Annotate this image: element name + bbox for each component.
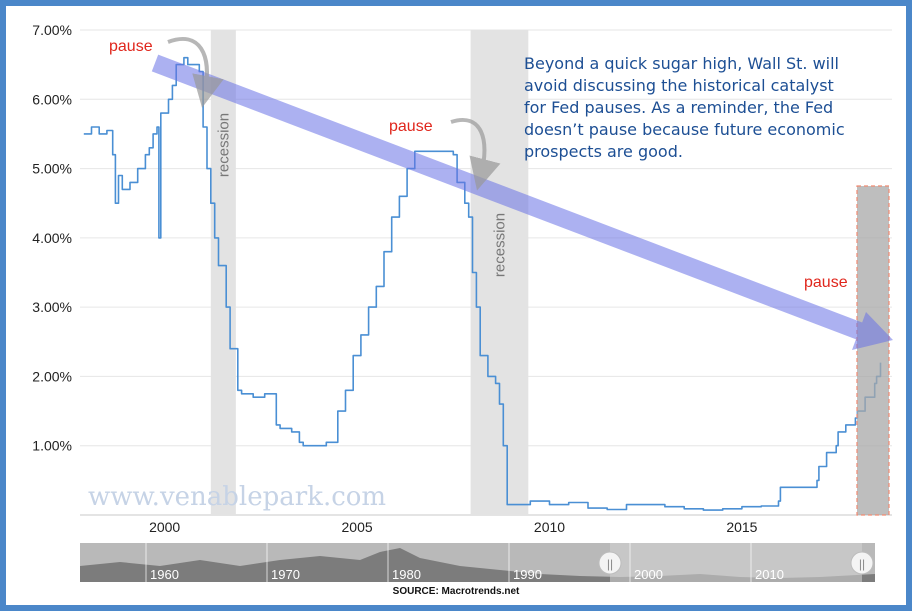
y-tick-label: 6.00% bbox=[32, 91, 72, 107]
current-pause-box bbox=[856, 185, 890, 516]
handle-grip-icon: || bbox=[607, 557, 613, 571]
y-axis-ticks: 1.00% 2.00% 3.00% 4.00% 5.00% 6.00% 7.00% bbox=[32, 22, 72, 454]
source-label: SOURCE: Macrotrends.net bbox=[393, 586, 520, 597]
annotation-line: for Fed pauses. As a reminder, the Fed bbox=[524, 98, 833, 117]
pause-label-2000: pause bbox=[109, 38, 153, 55]
x-tick-label: 2015 bbox=[726, 519, 757, 535]
gray-curved-arrow-1 bbox=[167, 37, 224, 108]
y-tick-label: 4.00% bbox=[32, 230, 72, 246]
annotation-line: Beyond a quick sugar high, Wall St. will bbox=[524, 54, 839, 73]
x-tick-label: 2005 bbox=[342, 519, 373, 535]
recession-label: recession bbox=[491, 213, 508, 277]
navigator-label: 1980 bbox=[392, 567, 421, 582]
range-navigator[interactable]: 1960 1970 1980 1990 2000 2010 || || bbox=[80, 543, 875, 582]
x-tick-label: 2010 bbox=[534, 519, 565, 535]
y-tick-label: 5.00% bbox=[32, 161, 72, 177]
navigator-label: 2010 bbox=[755, 567, 784, 582]
watermark: www.venablepark.com bbox=[88, 482, 386, 512]
pause-label-2019: pause bbox=[804, 274, 848, 291]
navigator-label: 1960 bbox=[150, 567, 179, 582]
navigator-label: 1990 bbox=[513, 567, 542, 582]
navigator-handle-left[interactable]: || bbox=[598, 551, 622, 575]
navigator-selection[interactable] bbox=[610, 543, 862, 582]
navigator-label: 2000 bbox=[634, 567, 663, 582]
annotation-line: doesn’t pause because future economic bbox=[524, 120, 845, 139]
recession-band bbox=[210, 30, 236, 515]
annotation-text: Beyond a quick sugar high, Wall St. will… bbox=[524, 54, 845, 161]
gray-curved-arrow-2 bbox=[450, 118, 501, 191]
navigator-area bbox=[80, 548, 875, 582]
navigator-handle-right[interactable]: || bbox=[850, 551, 874, 575]
recession-bands: recession recession bbox=[210, 30, 529, 515]
y-tick-label: 7.00% bbox=[32, 22, 72, 38]
handle-grip-icon: || bbox=[859, 557, 865, 571]
annotation-line: avoid discussing the historical catalyst bbox=[524, 76, 834, 95]
y-tick-label: 1.00% bbox=[32, 438, 72, 454]
pause-label-2006: pause bbox=[389, 118, 433, 135]
annotation-line: prospects are good. bbox=[524, 142, 683, 161]
x-tick-label: 2000 bbox=[149, 519, 180, 535]
y-tick-label: 3.00% bbox=[32, 299, 72, 315]
trend-arrow bbox=[151, 54, 893, 350]
recession-label: recession bbox=[215, 113, 232, 177]
x-axis-ticks: 2000 2005 2010 2015 bbox=[149, 519, 758, 535]
navigator-label: 1970 bbox=[271, 567, 300, 582]
recession-band bbox=[470, 30, 529, 515]
series-line bbox=[83, 56, 882, 511]
y-tick-label: 2.00% bbox=[32, 368, 72, 384]
